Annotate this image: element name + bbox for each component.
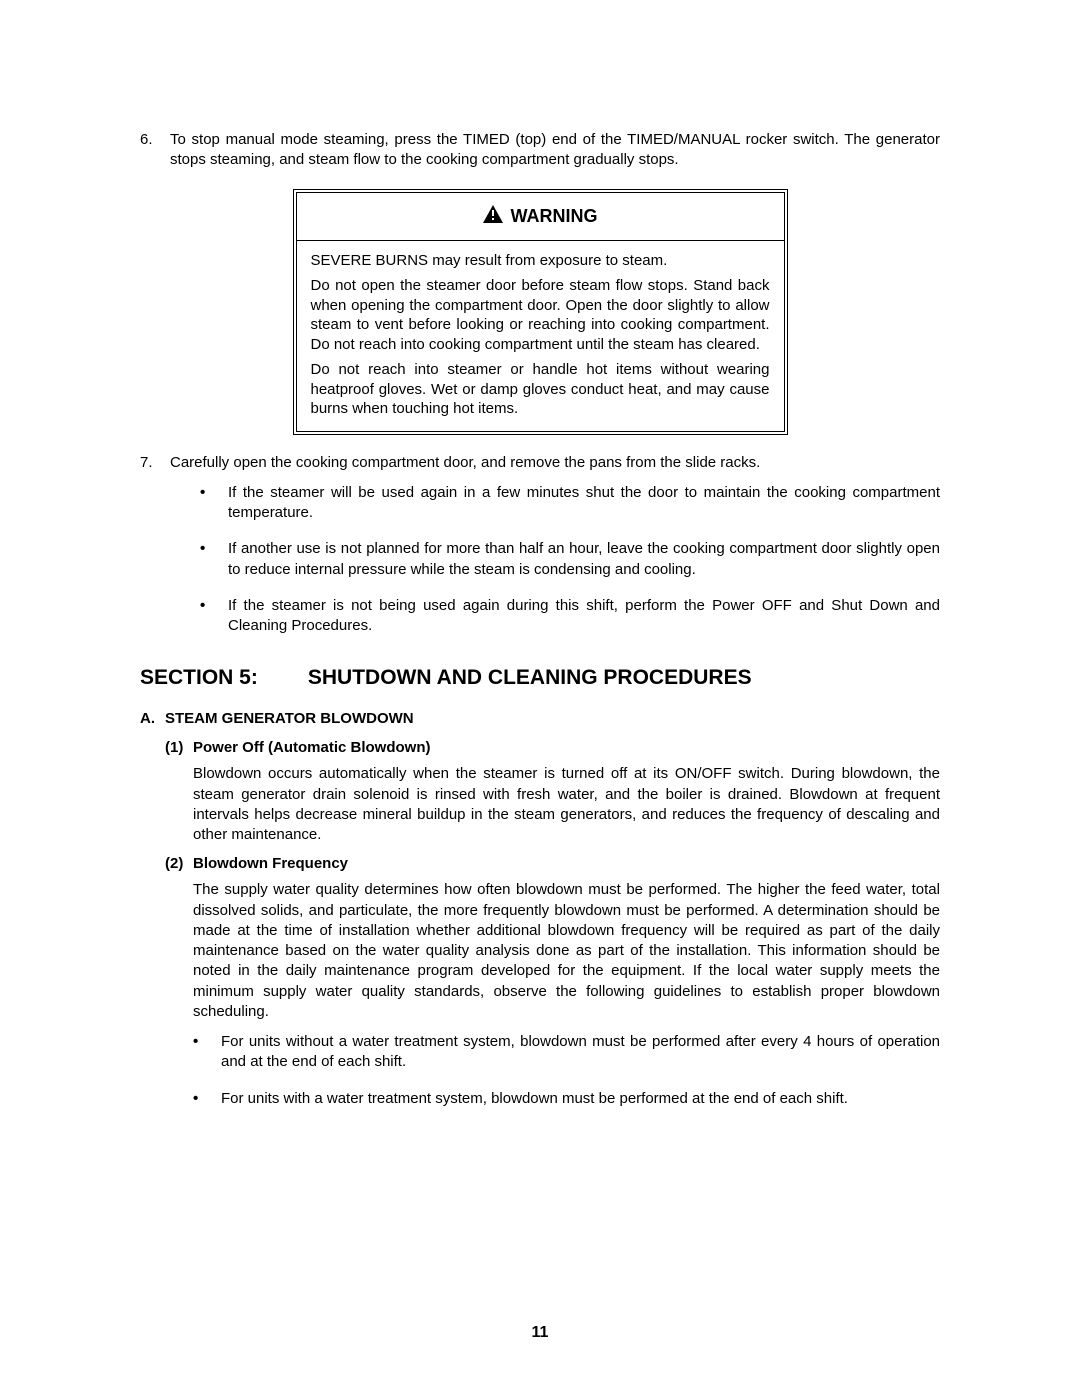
warning-paragraph: Do not reach into steamer or handle hot … <box>311 360 770 419</box>
bullet-item: • If the steamer is not being used again… <box>200 596 940 637</box>
list-item-7: 7. Carefully open the cooking compartmen… <box>140 453 940 473</box>
section-heading: SECTION 5: SHUTDOWN AND CLEANING PROCEDUR… <box>140 666 940 690</box>
bullet-item: • If the steamer will be used again in a… <box>200 483 940 524</box>
bullet-mark: • <box>200 539 228 580</box>
list-item-6: 6. To stop manual mode steaming, press t… <box>140 130 940 171</box>
bullet-text: For units with a water treatment system,… <box>221 1089 940 1109</box>
warning-icon <box>483 205 503 228</box>
bullet-text: If the steamer is not being used again d… <box>228 596 940 637</box>
bullet-mark: • <box>193 1089 221 1109</box>
list-text: Carefully open the cooking compartment d… <box>170 453 940 473</box>
bullet-mark: • <box>200 596 228 637</box>
bullet-item: • For units with a water treatment syste… <box>193 1089 940 1109</box>
warning-paragraph: Do not open the steamer door before stea… <box>311 276 770 354</box>
bullet-text: If another use is not planned for more t… <box>228 539 940 580</box>
page-number: 11 <box>0 1324 1080 1342</box>
warning-title: WARNING <box>511 206 598 227</box>
bullet-list: • If the steamer will be used again in a… <box>200 483 940 637</box>
warning-paragraph: SEVERE BURNS may result from exposure to… <box>311 251 770 271</box>
warning-header: WARNING <box>297 193 784 241</box>
list-number: 6. <box>140 130 170 171</box>
section-title: SHUTDOWN AND CLEANING PROCEDURES <box>308 666 752 689</box>
bullet-text: If the steamer will be used again in a f… <box>228 483 940 524</box>
subsection-2: (2) Blowdown Frequency <box>165 855 940 872</box>
document-page: 6. To stop manual mode steaming, press t… <box>0 0 1080 1397</box>
subsection-number: (2) <box>165 855 193 872</box>
subsection-1: (1) Power Off (Automatic Blowdown) <box>165 739 940 756</box>
subsection-title: Blowdown Frequency <box>193 855 348 872</box>
bullet-list: • For units without a water treatment sy… <box>193 1032 940 1109</box>
bullet-item: • If another use is not planned for more… <box>200 539 940 580</box>
bullet-text: For units without a water treatment syst… <box>221 1032 940 1073</box>
list-text: To stop manual mode steaming, press the … <box>170 130 940 171</box>
bullet-mark: • <box>200 483 228 524</box>
bullet-item: • For units without a water treatment sy… <box>193 1032 940 1073</box>
bullet-mark: • <box>193 1032 221 1073</box>
subsection-number: (1) <box>165 739 193 756</box>
subsection-a: A. STEAM GENERATOR BLOWDOWN <box>140 710 940 727</box>
section-label: SECTION 5: <box>140 666 258 689</box>
warning-body: SEVERE BURNS may result from exposure to… <box>297 241 784 431</box>
subsection-title: Power Off (Automatic Blowdown) <box>193 739 431 756</box>
subsection-letter: A. <box>140 710 165 727</box>
list-number: 7. <box>140 453 170 473</box>
subsection-title: STEAM GENERATOR BLOWDOWN <box>165 710 414 727</box>
body-paragraph: The supply water quality determines how … <box>193 880 940 1022</box>
body-paragraph: Blowdown occurs automatically when the s… <box>193 764 940 845</box>
warning-box: WARNING SEVERE BURNS may result from exp… <box>293 189 788 435</box>
